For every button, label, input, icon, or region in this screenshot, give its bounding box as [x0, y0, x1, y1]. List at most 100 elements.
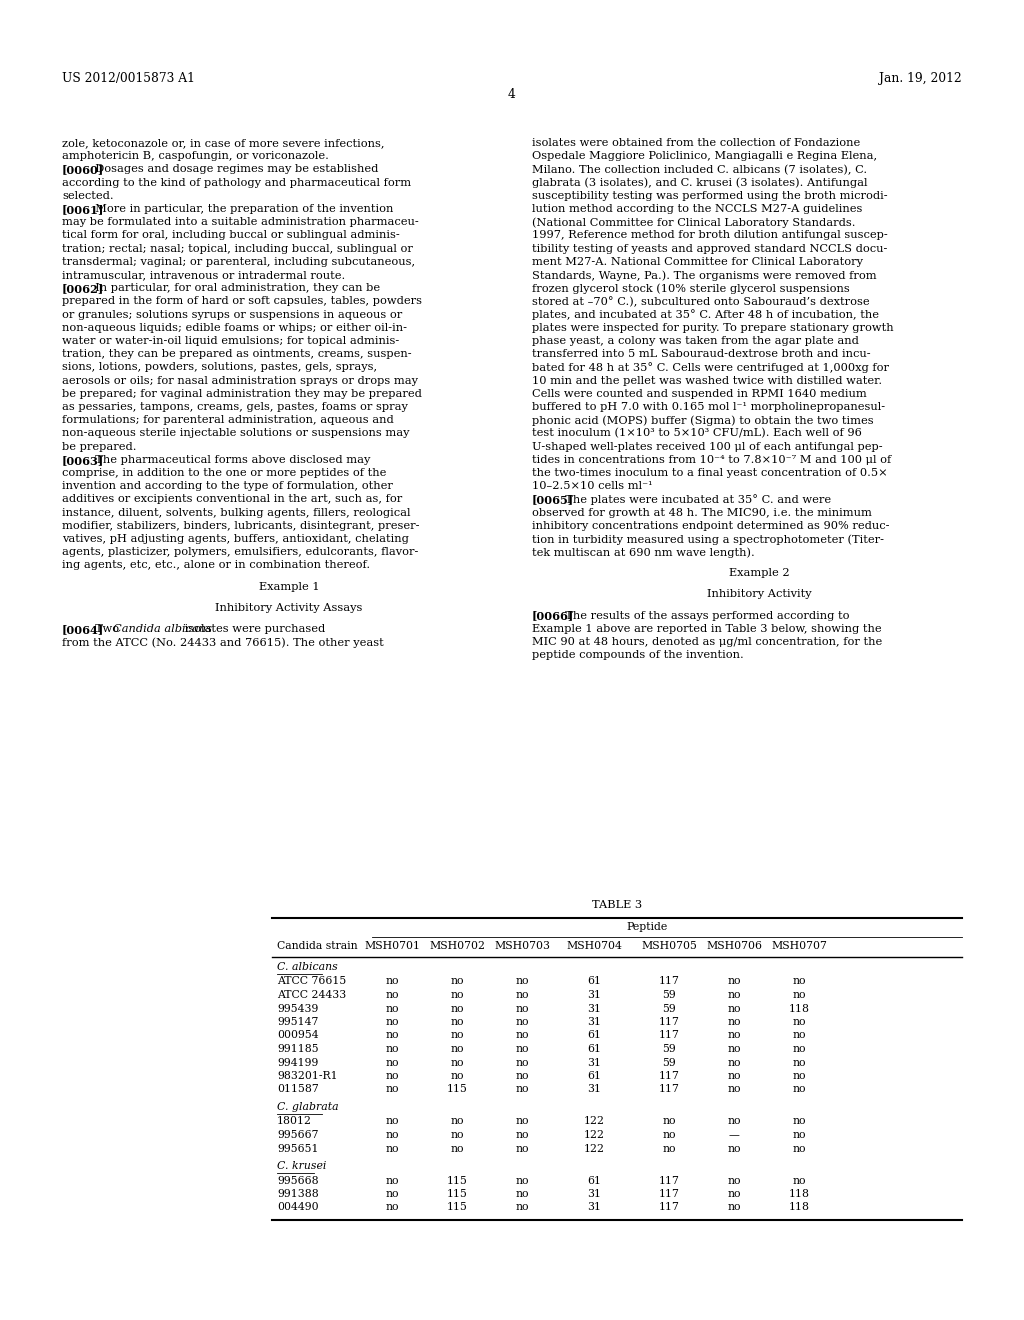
Text: 31: 31 — [587, 1085, 601, 1094]
Text: tibility testing of yeasts and approved standard NCCLS docu-: tibility testing of yeasts and approved … — [532, 244, 888, 253]
Text: tration, they can be prepared as ointments, creams, suspen-: tration, they can be prepared as ointmen… — [62, 350, 412, 359]
Text: no: no — [663, 1143, 676, 1154]
Text: tical form for oral, including buccal or sublingual adminis-: tical form for oral, including buccal or… — [62, 231, 399, 240]
Text: 011587: 011587 — [278, 1085, 318, 1094]
Text: 31: 31 — [587, 1189, 601, 1199]
Text: observed for growth at 48 h. The MIC90, i.e. the minimum: observed for growth at 48 h. The MIC90, … — [532, 508, 871, 517]
Text: as pessaries, tampons, creams, gels, pastes, foams or spray: as pessaries, tampons, creams, gels, pas… — [62, 403, 408, 412]
Text: Standards, Wayne, Pa.). The organisms were removed from: Standards, Wayne, Pa.). The organisms we… — [532, 271, 877, 281]
Text: no: no — [793, 1085, 806, 1094]
Text: no: no — [793, 1044, 806, 1053]
Text: bated for 48 h at 35° C. Cells were centrifuged at 1,000xg for: bated for 48 h at 35° C. Cells were cent… — [532, 363, 889, 374]
Text: be prepared; for vaginal administration they may be prepared: be prepared; for vaginal administration … — [62, 389, 422, 399]
Text: no: no — [727, 1016, 740, 1027]
Text: water or water-in-oil liquid emulsions; for topical adminis-: water or water-in-oil liquid emulsions; … — [62, 337, 399, 346]
Text: TABLE 3: TABLE 3 — [592, 900, 642, 909]
Text: C. albicans: C. albicans — [278, 962, 338, 972]
Text: no: no — [451, 977, 464, 986]
Text: no: no — [385, 1057, 398, 1068]
Text: 59: 59 — [663, 1044, 676, 1053]
Text: MSH0706: MSH0706 — [706, 941, 762, 950]
Text: Ospedale Maggiore Policlinico, Mangiagalli e Regina Elena,: Ospedale Maggiore Policlinico, Mangiagal… — [532, 152, 878, 161]
Text: no: no — [727, 1031, 740, 1040]
Text: 117: 117 — [658, 1031, 680, 1040]
Text: 1997, Reference method for broth dilution antifungal suscep-: 1997, Reference method for broth dilutio… — [532, 231, 888, 240]
Text: no: no — [515, 1057, 528, 1068]
Text: no: no — [515, 1203, 528, 1213]
Text: More in particular, the preparation of the invention: More in particular, the preparation of t… — [88, 205, 393, 214]
Text: MSH0703: MSH0703 — [494, 941, 550, 950]
Text: no: no — [515, 1031, 528, 1040]
Text: 31: 31 — [587, 1057, 601, 1068]
Text: no: no — [793, 1130, 806, 1140]
Text: test inoculum (1×10³ to 5×10³ CFU/mL). Each well of 96: test inoculum (1×10³ to 5×10³ CFU/mL). E… — [532, 429, 862, 438]
Text: [0064]: [0064] — [62, 624, 104, 635]
Text: [0066]: [0066] — [532, 611, 574, 622]
Text: phase yeast, a colony was taken from the agar plate and: phase yeast, a colony was taken from the… — [532, 337, 859, 346]
Text: no: no — [727, 1085, 740, 1094]
Text: no: no — [385, 1189, 398, 1199]
Text: frozen glycerol stock (10% sterile glycerol suspensions: frozen glycerol stock (10% sterile glyce… — [532, 284, 850, 294]
Text: no: no — [515, 977, 528, 986]
Text: In particular, for oral administration, they can be: In particular, for oral administration, … — [88, 284, 380, 293]
Text: 59: 59 — [663, 1057, 676, 1068]
Text: no: no — [793, 1143, 806, 1154]
Text: no: no — [385, 1044, 398, 1053]
Text: no: no — [451, 1143, 464, 1154]
Text: prepared in the form of hard or soft capsules, tables, powders: prepared in the form of hard or soft cap… — [62, 297, 422, 306]
Text: The results of the assays performed according to: The results of the assays performed acco… — [558, 611, 849, 620]
Text: no: no — [451, 1057, 464, 1068]
Text: phonic acid (MOPS) buffer (Sigma) to obtain the two times: phonic acid (MOPS) buffer (Sigma) to obt… — [532, 416, 873, 426]
Text: tek multiscan at 690 nm wave length).: tek multiscan at 690 nm wave length). — [532, 548, 755, 558]
Text: Example 1 above are reported in Table 3 below, showing the: Example 1 above are reported in Table 3 … — [532, 624, 882, 634]
Text: intramuscular, intravenous or intradermal route.: intramuscular, intravenous or intraderma… — [62, 271, 345, 280]
Text: MSH0704: MSH0704 — [566, 941, 622, 950]
Text: 31: 31 — [587, 1203, 601, 1213]
Text: 61: 61 — [587, 977, 601, 986]
Text: 61: 61 — [587, 1031, 601, 1040]
Text: no: no — [451, 1016, 464, 1027]
Text: according to the kind of pathology and pharmaceutical form: according to the kind of pathology and p… — [62, 178, 411, 187]
Text: plates were inspected for purity. To prepare stationary growth: plates were inspected for purity. To pre… — [532, 323, 894, 333]
Text: 995147: 995147 — [278, 1016, 318, 1027]
Text: ATCC 76615: ATCC 76615 — [278, 977, 346, 986]
Text: no: no — [385, 1143, 398, 1154]
Text: no: no — [515, 1085, 528, 1094]
Text: 117: 117 — [658, 1176, 680, 1185]
Text: 117: 117 — [658, 1189, 680, 1199]
Text: Example 1: Example 1 — [259, 582, 319, 591]
Text: no: no — [515, 1130, 528, 1140]
Text: no: no — [515, 1071, 528, 1081]
Text: buffered to pH 7.0 with 0.165 mol l⁻¹ morpholinepropanesul-: buffered to pH 7.0 with 0.165 mol l⁻¹ mo… — [532, 403, 885, 412]
Text: no: no — [727, 1071, 740, 1081]
Text: U-shaped well-plates received 100 μl of each antifungal pep-: U-shaped well-plates received 100 μl of … — [532, 442, 883, 451]
Text: no: no — [663, 1117, 676, 1126]
Text: amphotericin B, caspofungin, or voriconazole.: amphotericin B, caspofungin, or voricona… — [62, 152, 329, 161]
Text: 10–2.5×10 cells ml⁻¹: 10–2.5×10 cells ml⁻¹ — [532, 482, 652, 491]
Text: US 2012/0015873 A1: US 2012/0015873 A1 — [62, 73, 195, 84]
Text: tion in turbidity measured using a spectrophotometer (Titer-: tion in turbidity measured using a spect… — [532, 535, 884, 545]
Text: 118: 118 — [788, 1003, 810, 1014]
Text: no: no — [451, 1003, 464, 1014]
Text: Candida albicans: Candida albicans — [114, 624, 212, 634]
Text: agents, plasticizer, polymers, emulsifiers, edulcorants, flavor-: agents, plasticizer, polymers, emulsifie… — [62, 548, 419, 557]
Text: invention and according to the type of formulation, other: invention and according to the type of f… — [62, 482, 393, 491]
Text: 31: 31 — [587, 1003, 601, 1014]
Text: no: no — [793, 1016, 806, 1027]
Text: no: no — [385, 1130, 398, 1140]
Text: no: no — [515, 1143, 528, 1154]
Text: 115: 115 — [446, 1176, 467, 1185]
Text: isolates were obtained from the collection of Fondazione: isolates were obtained from the collecti… — [532, 139, 860, 148]
Text: no: no — [515, 1044, 528, 1053]
Text: no: no — [385, 1203, 398, 1213]
Text: 004490: 004490 — [278, 1203, 318, 1213]
Text: no: no — [727, 977, 740, 986]
Text: Peptide: Peptide — [627, 921, 668, 932]
Text: lution method according to the NCCLS M27-A guidelines: lution method according to the NCCLS M27… — [532, 205, 862, 214]
Text: no: no — [515, 1189, 528, 1199]
Text: 995668: 995668 — [278, 1176, 318, 1185]
Text: [0060]: [0060] — [62, 165, 104, 176]
Text: C. krusei: C. krusei — [278, 1162, 327, 1171]
Text: non-aqueous sterile injectable solutions or suspensions may: non-aqueous sterile injectable solutions… — [62, 429, 410, 438]
Text: 31: 31 — [587, 1016, 601, 1027]
